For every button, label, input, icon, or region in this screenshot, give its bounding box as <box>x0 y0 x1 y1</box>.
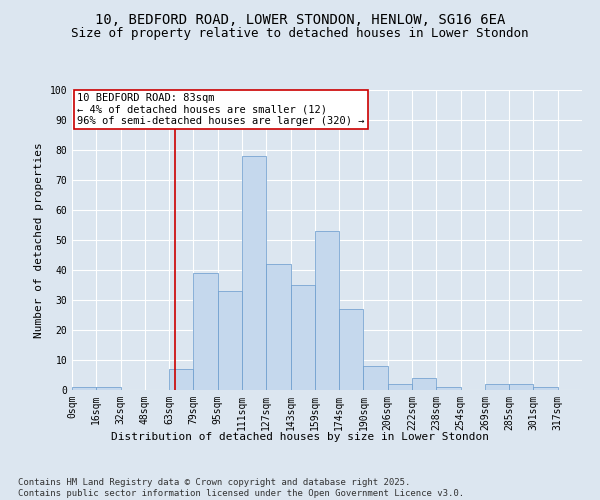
Text: Size of property relative to detached houses in Lower Stondon: Size of property relative to detached ho… <box>71 28 529 40</box>
Text: Distribution of detached houses by size in Lower Stondon: Distribution of detached houses by size … <box>111 432 489 442</box>
Bar <box>218 291 242 390</box>
Bar <box>412 378 436 390</box>
Bar <box>290 285 315 390</box>
Bar <box>242 156 266 390</box>
Bar <box>339 309 364 390</box>
Text: Contains HM Land Registry data © Crown copyright and database right 2025.
Contai: Contains HM Land Registry data © Crown c… <box>18 478 464 498</box>
Bar <box>96 387 121 390</box>
Text: 10, BEDFORD ROAD, LOWER STONDON, HENLOW, SG16 6EA: 10, BEDFORD ROAD, LOWER STONDON, HENLOW,… <box>95 12 505 26</box>
Bar <box>315 231 339 390</box>
Bar <box>72 387 96 390</box>
Bar <box>533 387 558 390</box>
Bar <box>436 387 461 390</box>
Bar <box>364 366 388 390</box>
Bar <box>169 369 193 390</box>
Bar <box>485 384 509 390</box>
Bar <box>266 264 290 390</box>
Bar <box>388 384 412 390</box>
Bar <box>509 384 533 390</box>
Text: 10 BEDFORD ROAD: 83sqm
← 4% of detached houses are smaller (12)
96% of semi-deta: 10 BEDFORD ROAD: 83sqm ← 4% of detached … <box>77 93 365 126</box>
Y-axis label: Number of detached properties: Number of detached properties <box>34 142 44 338</box>
Bar <box>193 273 218 390</box>
